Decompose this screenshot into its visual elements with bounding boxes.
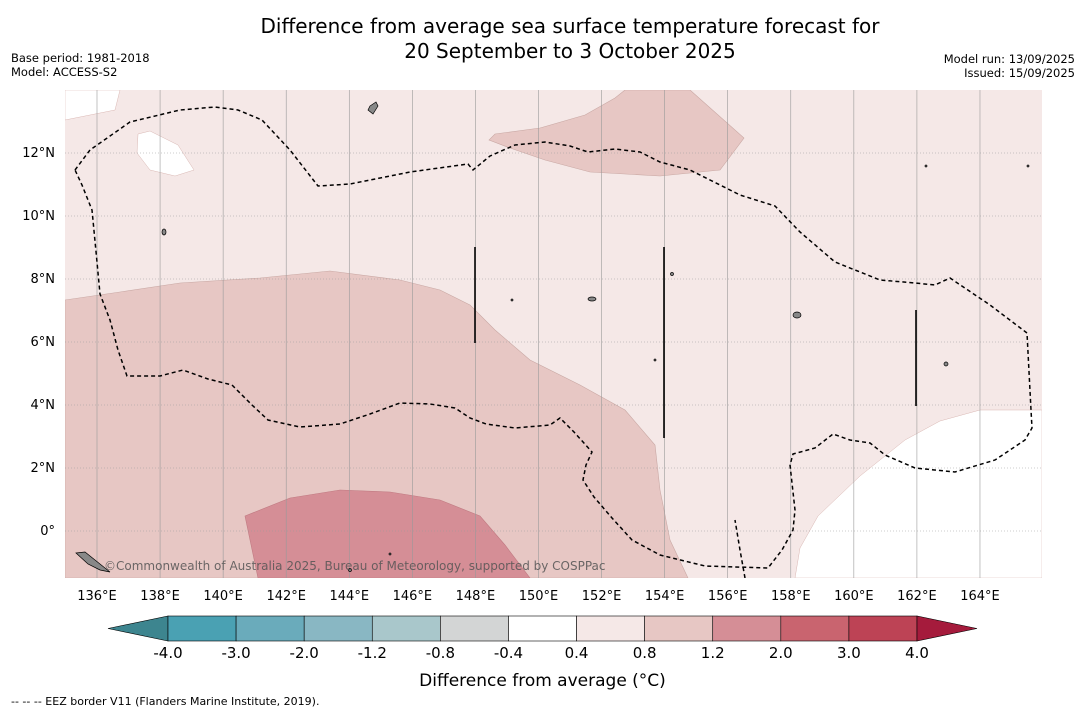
colorbar-tick: 1.2 xyxy=(701,644,725,662)
island xyxy=(943,361,949,367)
colorbar-segment xyxy=(371,615,441,642)
longitude-label: 140°E xyxy=(203,589,243,604)
colorbar-tick: 4.0 xyxy=(905,644,929,662)
anomaly-band-0.8-1.2 xyxy=(65,270,689,578)
longitude-label: 158°E xyxy=(771,589,811,604)
base-info: Base period: 1981-2018 Model: ACCESS-S2 xyxy=(11,51,150,79)
neutral-region-northwest xyxy=(65,90,121,121)
longitude-label: 144°E xyxy=(330,589,370,604)
colorbar-tick: -3.0 xyxy=(221,644,250,662)
latitude-label: 8°N xyxy=(31,272,56,287)
colorbar-segment xyxy=(303,615,373,642)
island xyxy=(587,296,597,302)
longitude-label: 136°E xyxy=(77,589,117,604)
island xyxy=(367,101,379,115)
title-line-2: 20 September to 3 October 2025 xyxy=(404,39,736,63)
longitude-label: 148°E xyxy=(456,589,496,604)
colorbar-tick: -0.4 xyxy=(494,644,523,662)
neutral-region-north xyxy=(136,130,195,177)
anomaly-band-1.2-2.0 xyxy=(244,489,531,578)
colorbar-segment xyxy=(508,615,577,642)
colorbar-segment xyxy=(780,615,850,642)
island xyxy=(792,311,802,319)
latitude-label: 2°N xyxy=(31,461,56,476)
colorbar-over-arrow xyxy=(916,615,978,642)
latitude-gridlines xyxy=(65,152,1042,532)
island xyxy=(924,164,928,168)
run-info: Model run: 13/09/2025 Issued: 15/09/2025 xyxy=(944,52,1075,80)
colorbar-segments xyxy=(167,615,918,642)
eez-border-south xyxy=(734,519,746,578)
colorbar-segment xyxy=(644,615,714,642)
colorbar-tick: 0.8 xyxy=(633,644,657,662)
longitude-label: 162°E xyxy=(897,589,937,604)
latitude-label: 12°N xyxy=(22,146,55,161)
colorbar-segment xyxy=(440,615,509,642)
island xyxy=(1026,164,1030,168)
colorbar-tick: -4.0 xyxy=(153,644,182,662)
longitude-label: 138°E xyxy=(140,589,180,604)
colorbar-tick: 2.0 xyxy=(769,644,793,662)
eez-border xyxy=(74,106,1033,569)
island xyxy=(510,298,514,302)
colorbar-tick: 0.4 xyxy=(565,644,589,662)
colorbar-tick: -2.0 xyxy=(290,644,319,662)
latitude-label: 0° xyxy=(40,524,55,539)
colorbar-segment xyxy=(712,615,782,642)
colorbar: -4.0 -3.0 -2.0 -1.2 -0.8 -0.4 0.4 0.8 1.2 2.0 3.0 4… xyxy=(107,615,978,662)
latitude-labels: 12°N 10°N 8°N 6°N 4°N 2°N 0° xyxy=(22,146,55,539)
longitude-label: 146°E xyxy=(393,589,433,604)
longitude-label: 164°E xyxy=(960,589,1000,604)
colorbar-segment xyxy=(167,615,237,642)
latitude-label: 4°N xyxy=(31,398,56,413)
colorbar-tick-labels: -4.0 -3.0 -2.0 -1.2 -0.8 -0.4 0.4 0.8 1.2 2.0 3.0 4… xyxy=(153,644,929,662)
longitude-labels: 136°E 138°E 140°E 142°E 144°E 146°E 148°E 150°E… xyxy=(77,589,1000,604)
longitude-label: 152°E xyxy=(582,589,622,604)
colorbar-segment xyxy=(235,615,305,642)
colorbar-label: Difference from average (°C) xyxy=(419,671,666,691)
longitude-gridlines xyxy=(96,90,981,578)
colorbar-tick: -1.2 xyxy=(358,644,387,662)
map-title: Difference from average sea surface temp… xyxy=(0,14,1085,64)
anomaly-band-0.8-1.2-north xyxy=(488,90,745,177)
island xyxy=(670,272,674,276)
island xyxy=(75,551,111,573)
island xyxy=(653,358,657,362)
copyright-notice: ©Commonwealth of Australia 2025, Bureau … xyxy=(104,559,606,573)
issued-date: Issued: 15/09/2025 xyxy=(964,66,1075,80)
islands xyxy=(75,101,1030,573)
longitude-label: 142°E xyxy=(266,589,306,604)
model-name: Model: ACCESS-S2 xyxy=(11,65,118,79)
map-plot-area: ©Commonwealth of Australia 2025, Bureau … xyxy=(65,90,1042,578)
model-run: Model run: 13/09/2025 xyxy=(943,52,1075,66)
island xyxy=(348,568,352,572)
colorbar-segment xyxy=(848,615,918,642)
base-period: Base period: 1981-2018 xyxy=(11,51,150,65)
title-line-1: Difference from average sea surface temp… xyxy=(260,14,880,38)
colorbar-under-arrow xyxy=(107,615,169,642)
colorbar-segment xyxy=(576,615,645,642)
longitude-label: 160°E xyxy=(834,589,874,604)
longitude-label: 154°E xyxy=(645,589,685,604)
eez-legend: -- -- -- EEZ border V11 (Flanders Marine… xyxy=(11,695,320,708)
longitude-label: 150°E xyxy=(519,589,559,604)
latitude-label: 10°N xyxy=(22,209,55,224)
longitude-label: 156°E xyxy=(708,589,748,604)
island xyxy=(161,228,167,236)
colorbar-tick: -0.8 xyxy=(426,644,455,662)
latitude-label: 6°N xyxy=(31,335,56,350)
colorbar-tick: 3.0 xyxy=(837,644,861,662)
island xyxy=(388,552,392,556)
